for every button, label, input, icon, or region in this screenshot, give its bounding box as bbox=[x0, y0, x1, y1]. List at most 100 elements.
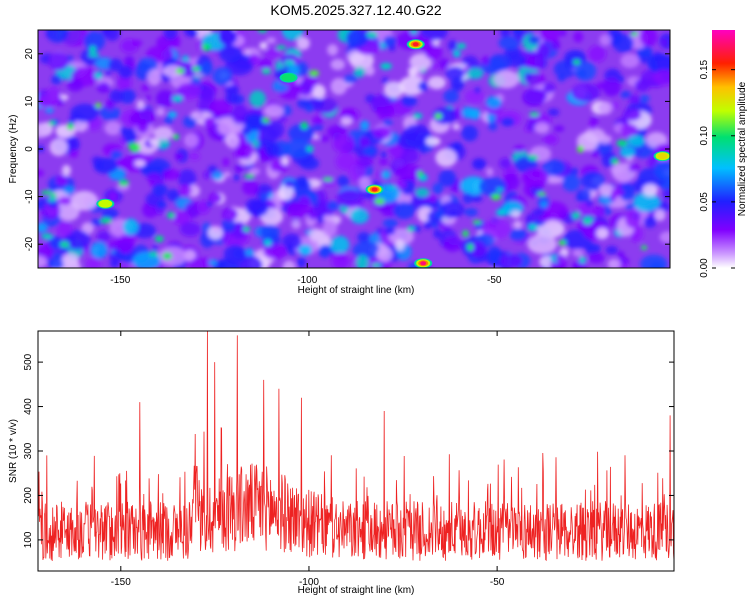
heatmap-cell bbox=[381, 170, 391, 180]
heatmap-cell bbox=[537, 192, 547, 197]
heatmap-cell bbox=[383, 119, 393, 127]
heatmap-cell bbox=[619, 146, 636, 158]
heatmap-cell bbox=[460, 176, 487, 196]
heatmap-cell bbox=[222, 157, 230, 167]
heatmap-cell bbox=[248, 53, 261, 66]
heatmap-cell bbox=[191, 66, 201, 72]
heatmap-cell bbox=[346, 30, 369, 48]
heatmap-peak bbox=[653, 151, 670, 162]
heatmap-cell bbox=[335, 152, 358, 171]
heatmap-cell bbox=[485, 167, 494, 177]
heatmap-cell bbox=[296, 98, 311, 109]
heatmap-cell bbox=[69, 149, 79, 159]
heatmap-cell bbox=[263, 244, 288, 259]
heatmap-cell bbox=[40, 190, 53, 195]
heatmap-cell bbox=[89, 45, 97, 54]
heatmap-cell bbox=[261, 68, 271, 75]
heatmap-cell bbox=[620, 91, 632, 99]
heatmap-cell bbox=[607, 258, 621, 268]
heatmap-cell bbox=[249, 90, 266, 108]
heatmap-cell bbox=[257, 30, 268, 33]
heatmap-y-axis-label: Frequency (Hz) bbox=[8, 115, 19, 184]
heatmap-cell bbox=[68, 241, 76, 249]
heatmap-cell bbox=[152, 244, 158, 252]
heatmap-cell bbox=[207, 165, 218, 174]
heatmap-cell bbox=[500, 30, 511, 38]
heatmap-x-tick-label: -100 bbox=[297, 275, 317, 286]
heatmap-cell bbox=[541, 159, 566, 177]
heatmap-cell bbox=[605, 245, 618, 255]
heatmap-cell bbox=[464, 89, 485, 104]
heatmap-cell bbox=[432, 182, 444, 195]
heatmap-cell bbox=[409, 53, 432, 71]
colorbar-tick-label: 0.10 bbox=[699, 126, 710, 146]
snr-x-axis-label: Height of straight line (km) bbox=[298, 585, 415, 596]
heatmap-cell bbox=[481, 55, 490, 66]
heatmap-cell bbox=[99, 105, 121, 121]
heatmap-y-tick-label: 0 bbox=[24, 146, 35, 152]
heatmap-cell bbox=[531, 208, 545, 217]
heatmap-cell bbox=[451, 76, 464, 92]
colorbar-ticks: 0.00 0.05 0.10 0.15 bbox=[699, 59, 735, 278]
heatmap-cell bbox=[573, 31, 584, 43]
heatmap-cell bbox=[643, 215, 657, 228]
heatmap-cell bbox=[118, 179, 130, 187]
colorbar-tick-label: 0.05 bbox=[699, 192, 710, 212]
heatmap-cell bbox=[447, 39, 458, 51]
heatmap-cell bbox=[410, 30, 418, 35]
heatmap-cell bbox=[547, 108, 560, 117]
heatmap-cell bbox=[591, 149, 600, 158]
heatmap-cell bbox=[201, 86, 216, 103]
heatmap-cell bbox=[38, 169, 45, 177]
heatmap-cell bbox=[622, 108, 642, 121]
heatmap-cell bbox=[490, 193, 502, 201]
heatmap-cell bbox=[376, 246, 393, 262]
heatmap-cell bbox=[296, 176, 308, 189]
heatmap-cell bbox=[611, 158, 620, 165]
heatmap-cell bbox=[353, 66, 366, 78]
heatmap-peak bbox=[406, 39, 425, 50]
heatmap-cell bbox=[330, 78, 348, 95]
heatmap-cell bbox=[619, 182, 635, 202]
heatmap-cell bbox=[93, 157, 119, 174]
heatmap-cell bbox=[184, 201, 201, 219]
heatmap-cell bbox=[118, 65, 133, 79]
heatmap-cell bbox=[652, 69, 670, 86]
heatmap-cell bbox=[522, 88, 546, 107]
heatmap-cell bbox=[243, 174, 256, 179]
heatmap-cell bbox=[430, 62, 440, 70]
snr-y-tick-label: 500 bbox=[23, 353, 34, 370]
heatmap-cell bbox=[570, 167, 579, 176]
heatmap-cell bbox=[406, 225, 415, 233]
heatmap-cell bbox=[499, 253, 523, 268]
heatmap-cell bbox=[478, 177, 507, 197]
heatmap-cell bbox=[167, 212, 175, 219]
heatmap-cell bbox=[201, 43, 211, 52]
heatmap-cell bbox=[95, 102, 102, 109]
colorbar-tick-label: 0.15 bbox=[699, 59, 710, 79]
heatmap-cell bbox=[179, 184, 192, 197]
heatmap-cell bbox=[307, 206, 319, 220]
heatmap-cell bbox=[105, 70, 111, 77]
heatmap-cell bbox=[162, 168, 180, 181]
heatmap-cell bbox=[252, 139, 260, 148]
heatmap-cell bbox=[327, 44, 339, 56]
heatmap-cell bbox=[510, 210, 522, 219]
heatmap-cell bbox=[317, 215, 325, 224]
heatmap-cell bbox=[466, 243, 474, 251]
heatmap-cell bbox=[613, 34, 634, 53]
heatmap-cell bbox=[438, 169, 457, 187]
snr-x-tick-label: -100 bbox=[299, 577, 319, 588]
heatmap-cell bbox=[177, 169, 197, 188]
heatmap-cell bbox=[156, 107, 165, 117]
heatmap-cell bbox=[212, 67, 232, 86]
heatmap-cell bbox=[366, 31, 378, 38]
heatmap-cell bbox=[117, 234, 135, 254]
heatmap-cell bbox=[66, 122, 75, 131]
heatmap-cell bbox=[527, 214, 533, 221]
heatmap-cell bbox=[434, 113, 443, 120]
heatmap-cell bbox=[507, 54, 527, 67]
heatmap-cell bbox=[557, 75, 566, 82]
heatmap-cell bbox=[49, 236, 64, 250]
heatmap-cell bbox=[136, 99, 145, 110]
